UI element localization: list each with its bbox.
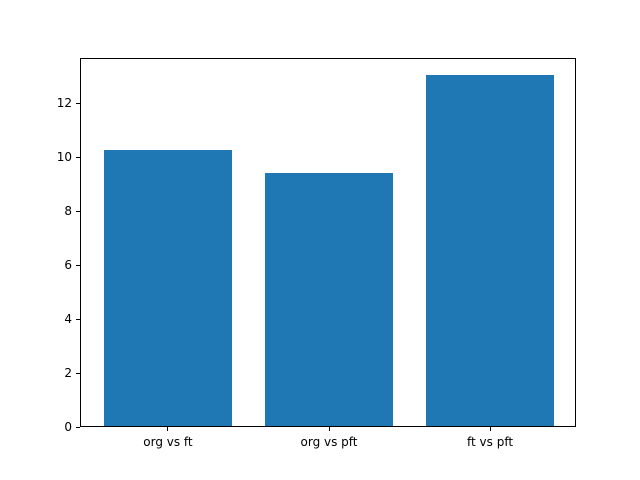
y-tick-mark — [76, 318, 80, 320]
y-tick-mark — [76, 264, 80, 266]
y-tick-label: 8 — [64, 203, 72, 218]
x-tick-mark — [328, 427, 330, 431]
bar-org-vs-pft — [264, 173, 394, 426]
y-tick-mark — [76, 372, 80, 374]
y-tick-label: 6 — [64, 257, 72, 272]
y-tick-label: 2 — [64, 365, 72, 380]
y-tick-label: 12 — [56, 95, 72, 110]
y-tick-label: 0 — [64, 420, 72, 434]
bar-org-vs-ft — [103, 150, 233, 426]
y-tick-mark — [76, 427, 80, 428]
y-tick-mark — [76, 156, 80, 158]
x-tick-label: ft vs pft — [467, 435, 514, 449]
x-tick-mark — [167, 427, 169, 431]
y-tick-label: 10 — [56, 149, 72, 164]
x-tick-label: org vs ft — [143, 435, 193, 449]
y-tick-mark — [76, 210, 80, 212]
y-tick-mark — [76, 102, 80, 104]
y-tick-label: 4 — [64, 311, 72, 326]
x-tick-mark — [489, 427, 491, 431]
x-tick-label: org vs pft — [300, 435, 358, 449]
plot-area: 0 2 4 6 8 10 12 org vs ft org vs pft ft vs pft — [57, 58, 576, 449]
bar-ft-vs-pft — [425, 74, 555, 426]
